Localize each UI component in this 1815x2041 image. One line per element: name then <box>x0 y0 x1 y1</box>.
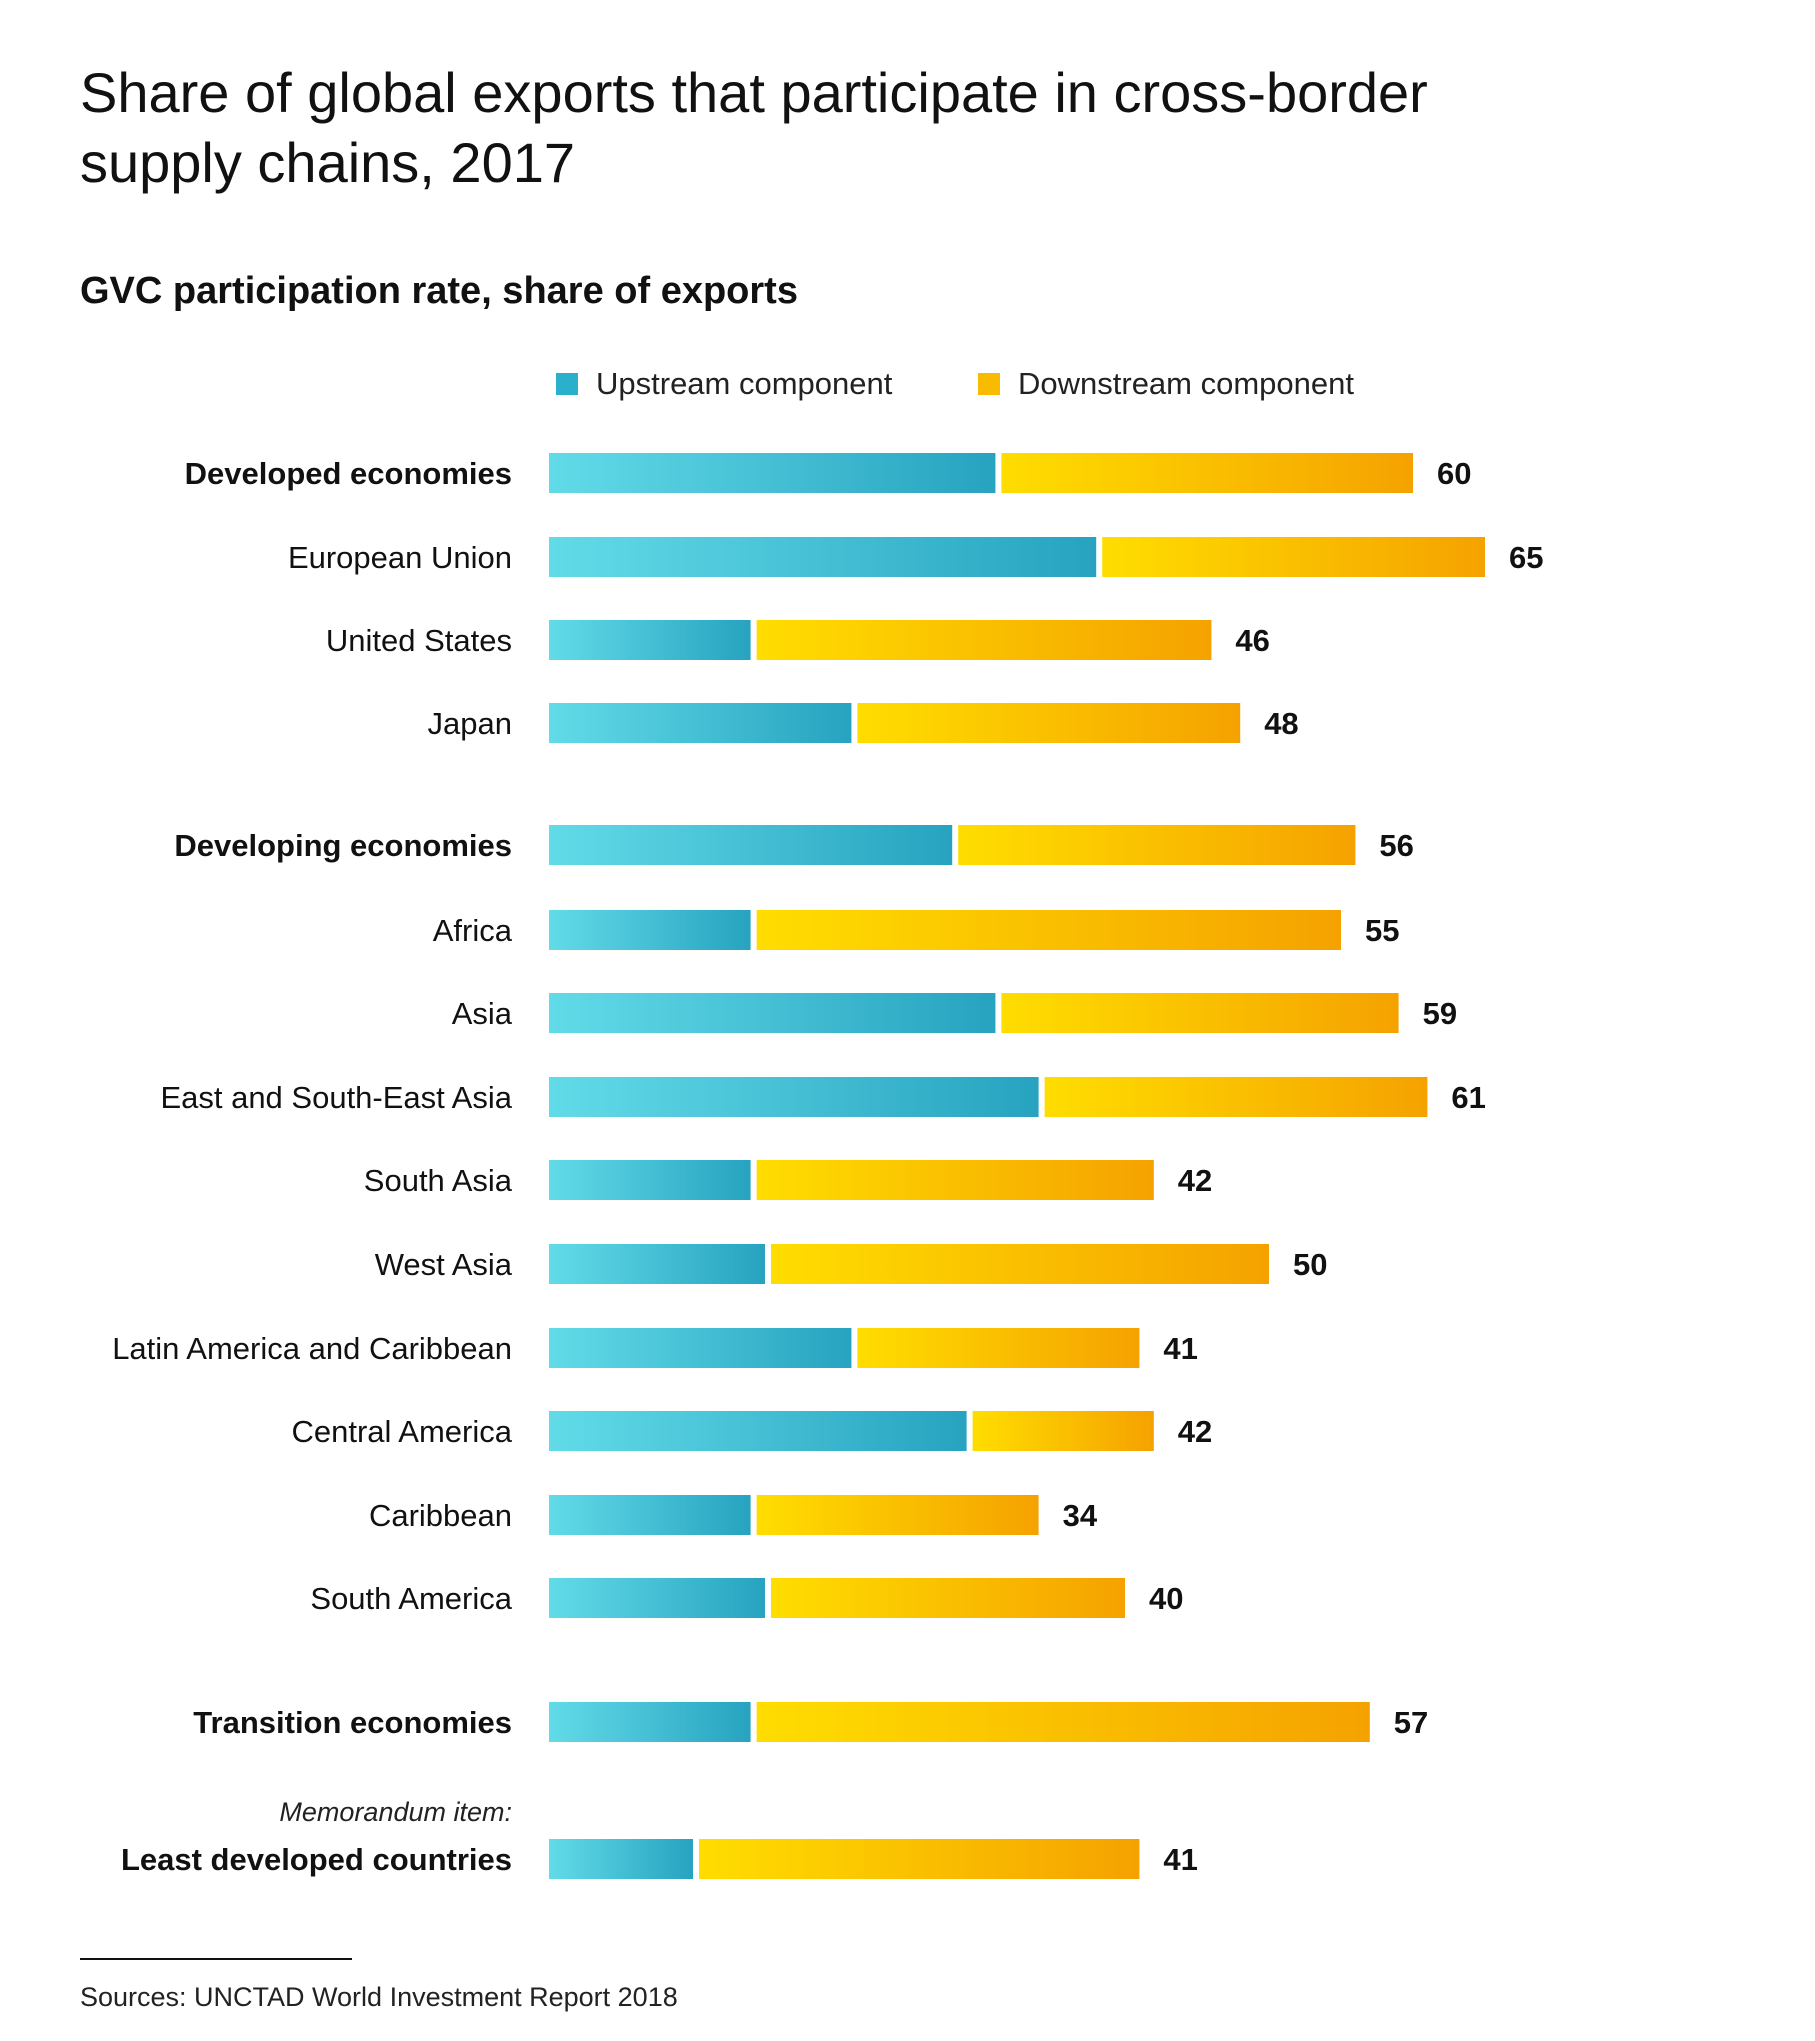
total-label-japan: 48 <box>1264 706 1298 741</box>
bar-upstream-asia <box>549 993 996 1033</box>
bar-upstream-central-america <box>549 1411 967 1451</box>
chart-subtitle: GVC participation rate, share of exports <box>80 270 798 312</box>
bar-downstream-european-union <box>1102 537 1485 577</box>
bar-upstream-developing-economies <box>549 825 953 865</box>
legend-label-upstream: Upstream component <box>596 366 893 401</box>
total-label-developed-economies: 60 <box>1437 456 1471 491</box>
total-label-latin-america-and-caribbean: 41 <box>1163 1331 1197 1366</box>
category-label-transition-economies: Transition economies <box>193 1705 512 1740</box>
total-label-least-developed-countries: 41 <box>1163 1842 1197 1877</box>
category-label-developing-economies: Developing economies <box>174 828 512 863</box>
total-label-south-america: 40 <box>1149 1581 1183 1616</box>
legend: Upstream component Downstream component <box>0 360 1815 408</box>
category-label-european-union: European Union <box>288 540 512 575</box>
category-label-east-and-south-east-asia: East and South-East Asia <box>160 1080 512 1115</box>
bar-upstream-africa <box>549 910 751 950</box>
category-label-united-states: United States <box>326 623 512 658</box>
bar-upstream-south-america <box>549 1578 765 1618</box>
chart-title: Share of global exports that participate… <box>80 61 1428 194</box>
total-label-africa: 55 <box>1365 913 1399 948</box>
bar-upstream-transition-economies <box>549 1702 751 1742</box>
total-label-south-asia: 42 <box>1178 1163 1212 1198</box>
bar-downstream-least-developed-countries <box>699 1839 1140 1879</box>
total-label-central-america: 42 <box>1178 1414 1212 1449</box>
bar-downstream-caribbean <box>756 1495 1039 1535</box>
bar-upstream-united-states <box>549 620 751 660</box>
total-label-caribbean: 34 <box>1063 1498 1098 1533</box>
bar-downstream-east-and-south-east-asia <box>1044 1077 1428 1117</box>
bar-downstream-africa <box>756 910 1341 950</box>
source-note: Sources: UNCTAD World Investment Report … <box>80 1982 678 2012</box>
category-label-least-developed-countries: Least developed countries <box>121 1842 512 1877</box>
total-label-united-states: 46 <box>1235 623 1269 658</box>
category-label-asia: Asia <box>452 996 513 1031</box>
legend-label-downstream: Downstream component <box>1018 366 1354 401</box>
total-label-east-and-south-east-asia: 61 <box>1451 1080 1485 1115</box>
total-label-west-asia: 50 <box>1293 1247 1327 1282</box>
bar-upstream-east-and-south-east-asia <box>549 1077 1039 1117</box>
bar-upstream-latin-america-and-caribbean <box>549 1328 852 1368</box>
category-label-caribbean: Caribbean <box>369 1498 512 1533</box>
bar-upstream-developed-economies <box>549 453 996 493</box>
bar-upstream-european-union <box>549 537 1097 577</box>
memorandum-annotation: Memorandum item: <box>279 1797 512 1827</box>
category-label-africa: Africa <box>433 913 513 948</box>
total-label-developing-economies: 56 <box>1379 828 1413 863</box>
category-label-developed-economies: Developed economies <box>185 456 512 491</box>
bar-downstream-transition-economies <box>756 1702 1370 1742</box>
category-label-japan: Japan <box>428 706 512 741</box>
category-label-south-asia: South Asia <box>364 1163 513 1198</box>
legend-swatch-downstream <box>978 373 1000 395</box>
bar-upstream-west-asia <box>549 1244 765 1284</box>
bar-upstream-least-developed-countries <box>549 1839 693 1879</box>
category-label-west-asia: West Asia <box>375 1247 513 1282</box>
bar-downstream-developing-economies <box>958 825 1356 865</box>
bar-downstream-west-asia <box>771 1244 1269 1284</box>
bar-downstream-japan <box>857 703 1241 743</box>
bar-upstream-caribbean <box>549 1495 751 1535</box>
category-label-central-america: Central America <box>291 1414 512 1449</box>
total-label-transition-economies: 57 <box>1394 1705 1428 1740</box>
category-label-latin-america-and-caribbean: Latin America and Caribbean <box>112 1331 512 1366</box>
legend-swatch-upstream <box>556 373 578 395</box>
bar-upstream-south-asia <box>549 1160 751 1200</box>
legend-item-downstream: Downstream component <box>978 360 1354 408</box>
bar-downstream-united-states <box>756 620 1212 660</box>
bar-downstream-asia <box>1001 993 1399 1033</box>
bar-upstream-japan <box>549 703 852 743</box>
bar-chart: Developed economies 60 European Union 65 Uni… <box>112 453 1543 1879</box>
bar-downstream-south-asia <box>756 1160 1154 1200</box>
bar-downstream-central-america <box>972 1411 1154 1451</box>
total-label-european-union: 65 <box>1509 540 1543 575</box>
footer-divider <box>80 1958 352 1960</box>
category-label-south-america: South America <box>310 1581 512 1616</box>
bar-downstream-latin-america-and-caribbean <box>857 1328 1140 1368</box>
bar-downstream-developed-economies <box>1001 453 1413 493</box>
total-label-asia: 59 <box>1423 996 1457 1031</box>
legend-item-upstream: Upstream component <box>556 360 892 408</box>
bar-downstream-south-america <box>771 1578 1125 1618</box>
